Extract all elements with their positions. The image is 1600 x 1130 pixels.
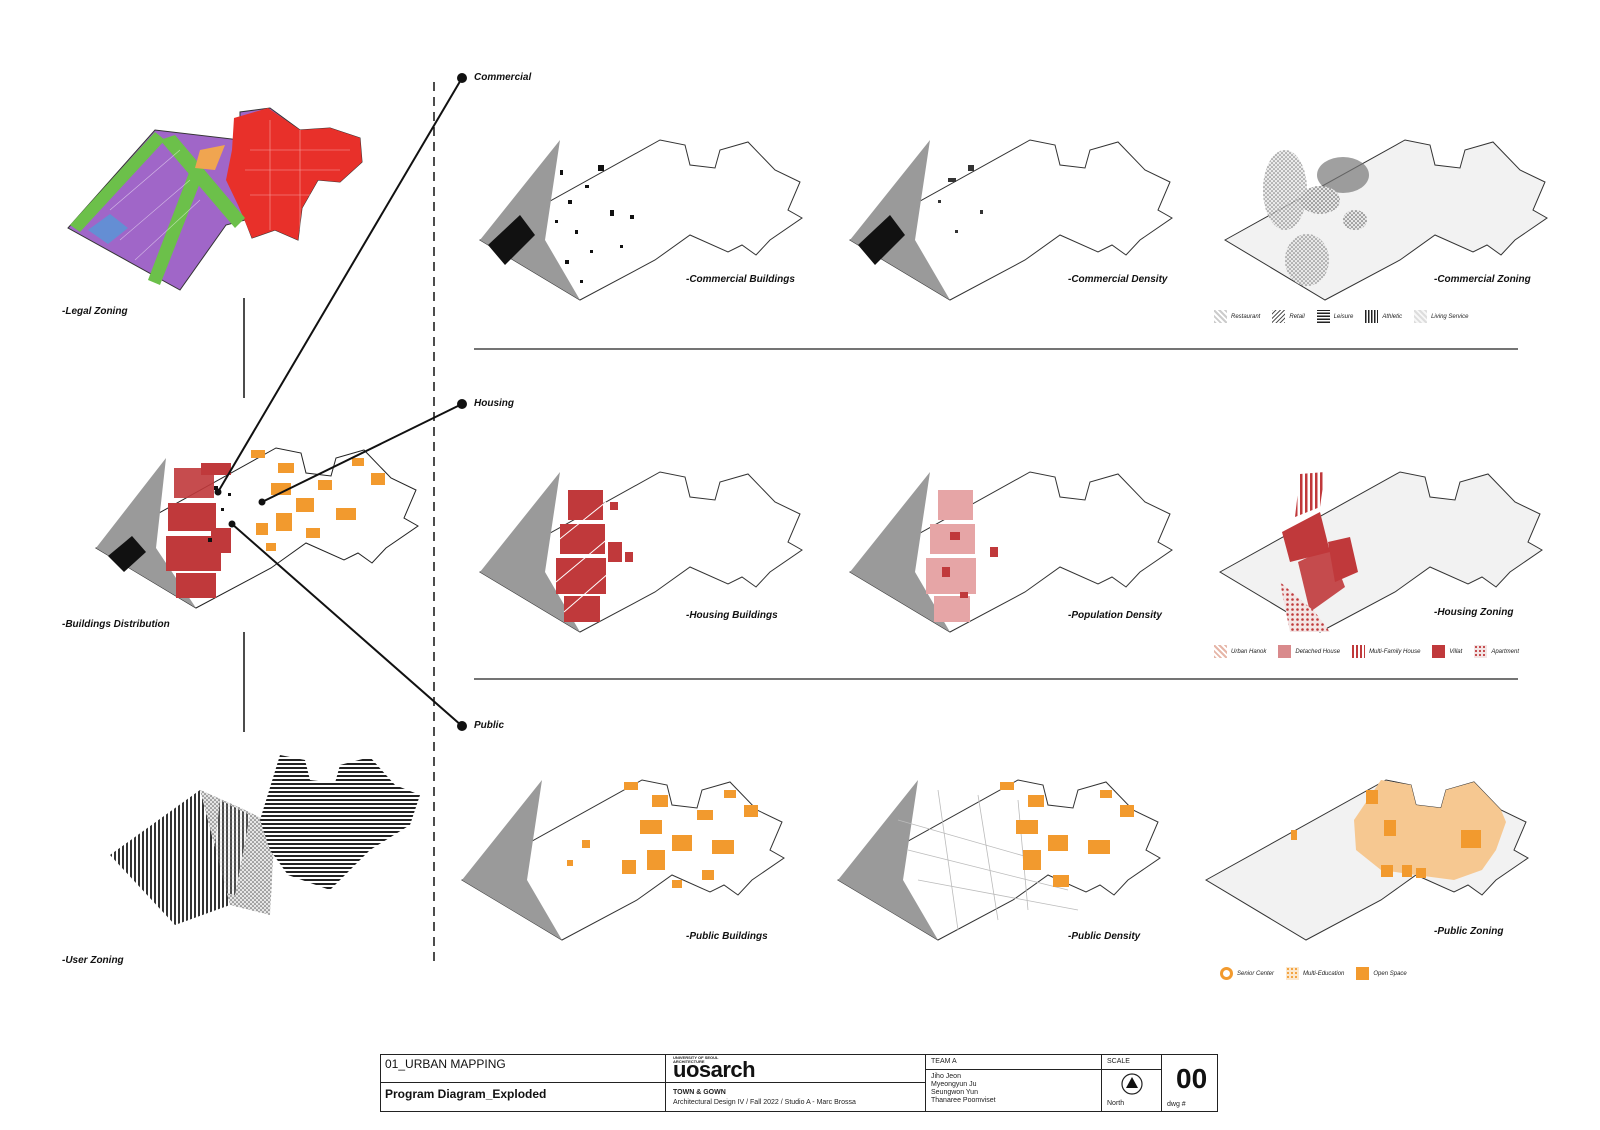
member-4: Thanaree Poomviset bbox=[931, 1097, 996, 1104]
legend-item: Retail bbox=[1272, 310, 1305, 323]
leader-lines bbox=[214, 73, 467, 731]
multi-family-swatch-icon bbox=[1352, 645, 1366, 658]
team-name: TEAM A bbox=[931, 1058, 957, 1065]
public-buildings-map bbox=[461, 779, 785, 941]
legend-item: Apartment bbox=[1474, 645, 1519, 658]
drawing-number-label: dwg # bbox=[1167, 1101, 1186, 1108]
label-housing-buildings: -Housing Buildings bbox=[686, 610, 778, 621]
legend-text: Urban Hanok bbox=[1231, 648, 1267, 655]
legend-text: Senior Center bbox=[1237, 970, 1275, 977]
commercial-zoning-map bbox=[1224, 139, 1548, 301]
legend-item: Multi-Family House bbox=[1352, 645, 1420, 658]
legend-item: Living Service bbox=[1414, 310, 1468, 323]
label-user-zoning: -User Zoning bbox=[62, 955, 124, 966]
drawing-number: 00 bbox=[1176, 1063, 1208, 1094]
legend-item: Villat bbox=[1432, 645, 1462, 658]
member-1: Jiho Jeon bbox=[931, 1073, 961, 1080]
living-service-swatch-icon bbox=[1414, 310, 1428, 323]
title-block: 01_URBAN MAPPING Program Diagram_Explode… bbox=[380, 1054, 1218, 1112]
legend-item: Restaurant bbox=[1214, 310, 1260, 323]
restaurant-swatch-icon bbox=[1214, 310, 1227, 323]
label-public-zoning: -Public Zoning bbox=[1434, 926, 1504, 937]
legend-text: Restaurant bbox=[1231, 313, 1261, 320]
label-public-buildings: -Public Buildings bbox=[686, 931, 768, 942]
user-zoning-map bbox=[110, 755, 420, 925]
legend-item: Multi-Education bbox=[1286, 967, 1344, 980]
member-3: Seungwon Yun bbox=[931, 1089, 978, 1096]
course-info: Architectural Design IV / Fall 2022 / St… bbox=[673, 1099, 856, 1106]
legend-text: Detached House bbox=[1295, 648, 1341, 655]
course-title: TOWN & GOWN bbox=[673, 1089, 726, 1096]
legend-public: Senior Center Multi-Education Open Space bbox=[1220, 967, 1413, 980]
drawing-title: Program Diagram_Exploded bbox=[385, 1087, 547, 1101]
label-commercial-density: -Commercial Density bbox=[1068, 274, 1168, 285]
public-density-map bbox=[837, 779, 1161, 941]
university-name: UNIVERSITY OF SEOUL ARCHITECTURE bbox=[673, 1055, 719, 1064]
buildings-distribution-map bbox=[95, 447, 419, 609]
label-buildings-distribution: -Buildings Distribution bbox=[62, 619, 170, 630]
legend-commercial: Restaurant Retail Leisure Athletic Livin… bbox=[1214, 310, 1474, 323]
project-title: 01_URBAN MAPPING bbox=[385, 1057, 506, 1071]
legend-item: Detached House bbox=[1278, 645, 1340, 658]
label-legal-zoning: -Legal Zoning bbox=[62, 306, 128, 317]
legend-text: Villat bbox=[1449, 648, 1463, 655]
legend-item: Senior Center bbox=[1220, 967, 1274, 980]
legal-zoning-map bbox=[67, 107, 363, 291]
legend-text: Athletic bbox=[1382, 313, 1403, 320]
legend-text: Retail bbox=[1289, 313, 1305, 320]
housing-buildings-map bbox=[479, 471, 803, 633]
section-title-public: Public bbox=[474, 720, 505, 731]
section-title-commercial: Commercial bbox=[474, 72, 532, 83]
open-space-swatch-icon bbox=[1356, 967, 1370, 980]
legend-item: Urban Hanok bbox=[1214, 645, 1266, 658]
label-population-density: -Population Density bbox=[1068, 610, 1162, 621]
legend-item: Leisure bbox=[1316, 310, 1354, 323]
legend-text: Multi-Family House bbox=[1369, 648, 1421, 655]
legend-item: Athletic bbox=[1365, 310, 1402, 323]
apartment-swatch-icon bbox=[1474, 645, 1488, 658]
label-housing-zoning: -Housing Zoning bbox=[1434, 607, 1514, 618]
north-label: North bbox=[1107, 1100, 1125, 1107]
multi-education-swatch-icon bbox=[1286, 967, 1300, 980]
member-2: Myeongyun Ju bbox=[931, 1081, 977, 1088]
retail-swatch-icon bbox=[1272, 310, 1286, 323]
leisure-swatch-icon bbox=[1316, 310, 1330, 323]
population-density-map bbox=[849, 471, 1173, 633]
legend-text: Open Space bbox=[1373, 970, 1407, 977]
athletic-swatch-icon bbox=[1365, 310, 1379, 323]
legend-housing: Urban Hanok Detached House Multi-Family … bbox=[1214, 645, 1525, 658]
villat-swatch-icon bbox=[1432, 645, 1446, 658]
senior-center-ring-icon bbox=[1220, 967, 1233, 980]
commercial-buildings-map bbox=[479, 139, 803, 301]
urban-hanok-swatch-icon bbox=[1214, 645, 1227, 658]
legend-text: Leisure bbox=[1333, 313, 1354, 320]
legend-text: Living Service bbox=[1431, 313, 1469, 320]
legend-text: Multi-Education bbox=[1303, 970, 1345, 977]
scale-label: SCALE bbox=[1107, 1058, 1130, 1065]
label-public-density: -Public Density bbox=[1068, 931, 1141, 942]
public-zoning-map bbox=[1205, 779, 1529, 941]
legend-item: Open Space bbox=[1356, 967, 1407, 980]
commercial-density-map bbox=[849, 139, 1173, 301]
section-title-housing: Housing bbox=[474, 398, 514, 409]
uosarch-logo: uosarch bbox=[673, 1057, 756, 1082]
housing-zoning-map bbox=[1219, 471, 1543, 633]
label-commercial-buildings: -Commercial Buildings bbox=[686, 274, 795, 285]
legend-text: Apartment bbox=[1491, 648, 1519, 655]
label-commercial-zoning: -Commercial Zoning bbox=[1434, 274, 1531, 285]
detached-house-swatch-icon bbox=[1278, 645, 1292, 658]
north-arrow-icon bbox=[1121, 1073, 1143, 1095]
